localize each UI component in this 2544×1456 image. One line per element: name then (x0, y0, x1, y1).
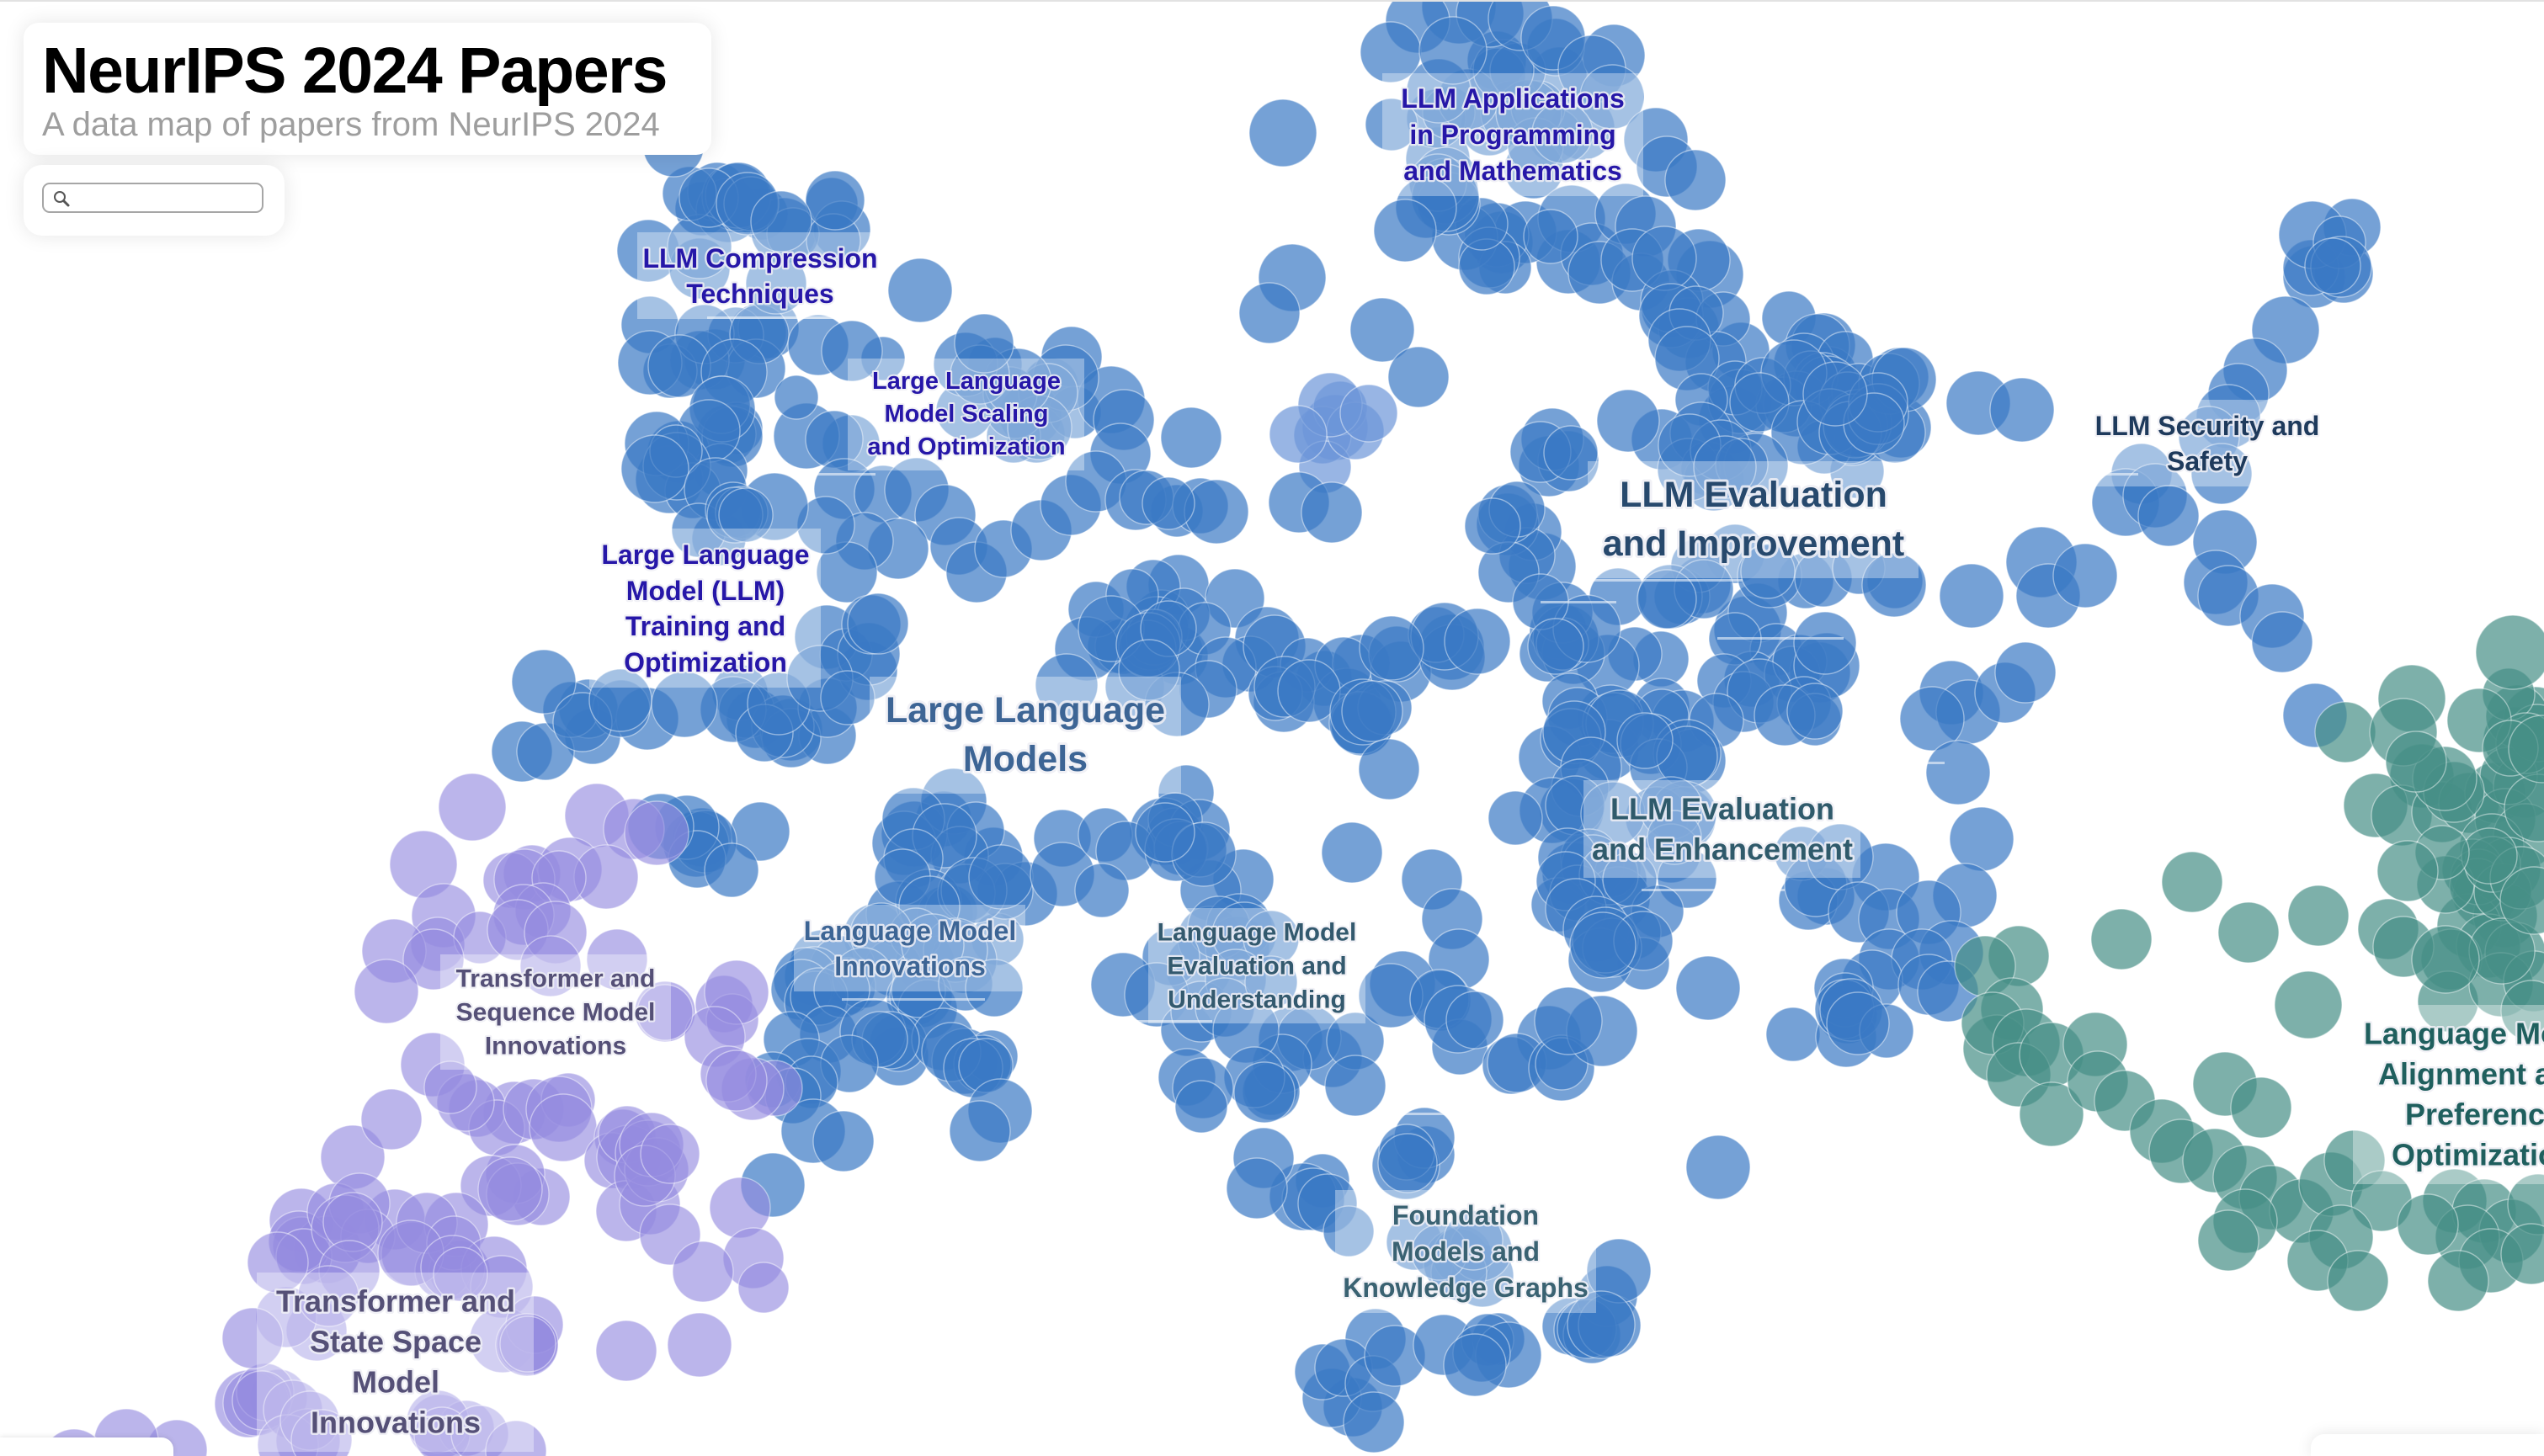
svg-text:LLM Evaluation: LLM Evaluation (1620, 475, 1887, 515)
svg-text:Model Scaling: Model Scaling (885, 401, 1049, 428)
svg-text:Large Language: Large Language (886, 690, 1165, 731)
svg-text:Optimization: Optimization (2392, 1138, 2544, 1172)
svg-text:Foundation: Foundation (1392, 1200, 1539, 1230)
svg-text:Models: Models (963, 739, 1088, 779)
svg-text:Safety: Safety (2167, 446, 2248, 476)
svg-text:Training and: Training and (625, 611, 785, 641)
svg-text:Preference: Preference (2405, 1097, 2544, 1132)
svg-text:Large Language: Large Language (601, 539, 809, 570)
svg-text:Language Model: Language Model (804, 916, 1016, 946)
svg-text:Optimization: Optimization (624, 647, 787, 678)
svg-text:Model: Model (352, 1365, 439, 1400)
svg-text:LLM Evaluation: LLM Evaluation (1610, 792, 1834, 826)
svg-text:Language Model: Language Model (2364, 1017, 2544, 1051)
svg-text:Transformer and: Transformer and (456, 965, 656, 993)
svg-text:and Improvement: and Improvement (1603, 523, 1904, 564)
svg-text:Models and: Models and (1392, 1236, 1540, 1267)
svg-text:and Optimization: and Optimization (867, 433, 1065, 460)
svg-text:Techniques: Techniques (686, 279, 833, 309)
svg-text:Innovations: Innovations (485, 1033, 626, 1060)
svg-text:State Space: State Space (310, 1325, 482, 1359)
svg-text:Knowledge Graphs: Knowledge Graphs (1343, 1273, 1589, 1303)
svg-text:Model (LLM): Model (LLM) (626, 576, 785, 606)
svg-text:in Programming: in Programming (1409, 120, 1615, 150)
svg-text:LLM Applications: LLM Applications (1401, 83, 1624, 114)
svg-text:LLM Compression: LLM Compression (642, 243, 877, 274)
svg-text:Transformer and: Transformer and (276, 1284, 515, 1319)
svg-text:Innovations: Innovations (311, 1406, 481, 1440)
svg-text:Sequence Model: Sequence Model (456, 999, 656, 1027)
svg-text:and Enhancement: and Enhancement (1592, 832, 1853, 867)
svg-text:Evaluation and: Evaluation and (1167, 953, 1346, 980)
svg-text:and Mathematics: and Mathematics (1403, 156, 1622, 186)
svg-text:Language Model: Language Model (1158, 919, 1357, 947)
svg-text:Alignment and: Alignment and (2378, 1057, 2544, 1092)
svg-text:LLM Security and: LLM Security and (2095, 411, 2320, 441)
svg-text:Understanding: Understanding (1168, 986, 1346, 1014)
svg-text:Innovations: Innovations (834, 951, 986, 981)
svg-text:Large Language: Large Language (872, 368, 1061, 395)
